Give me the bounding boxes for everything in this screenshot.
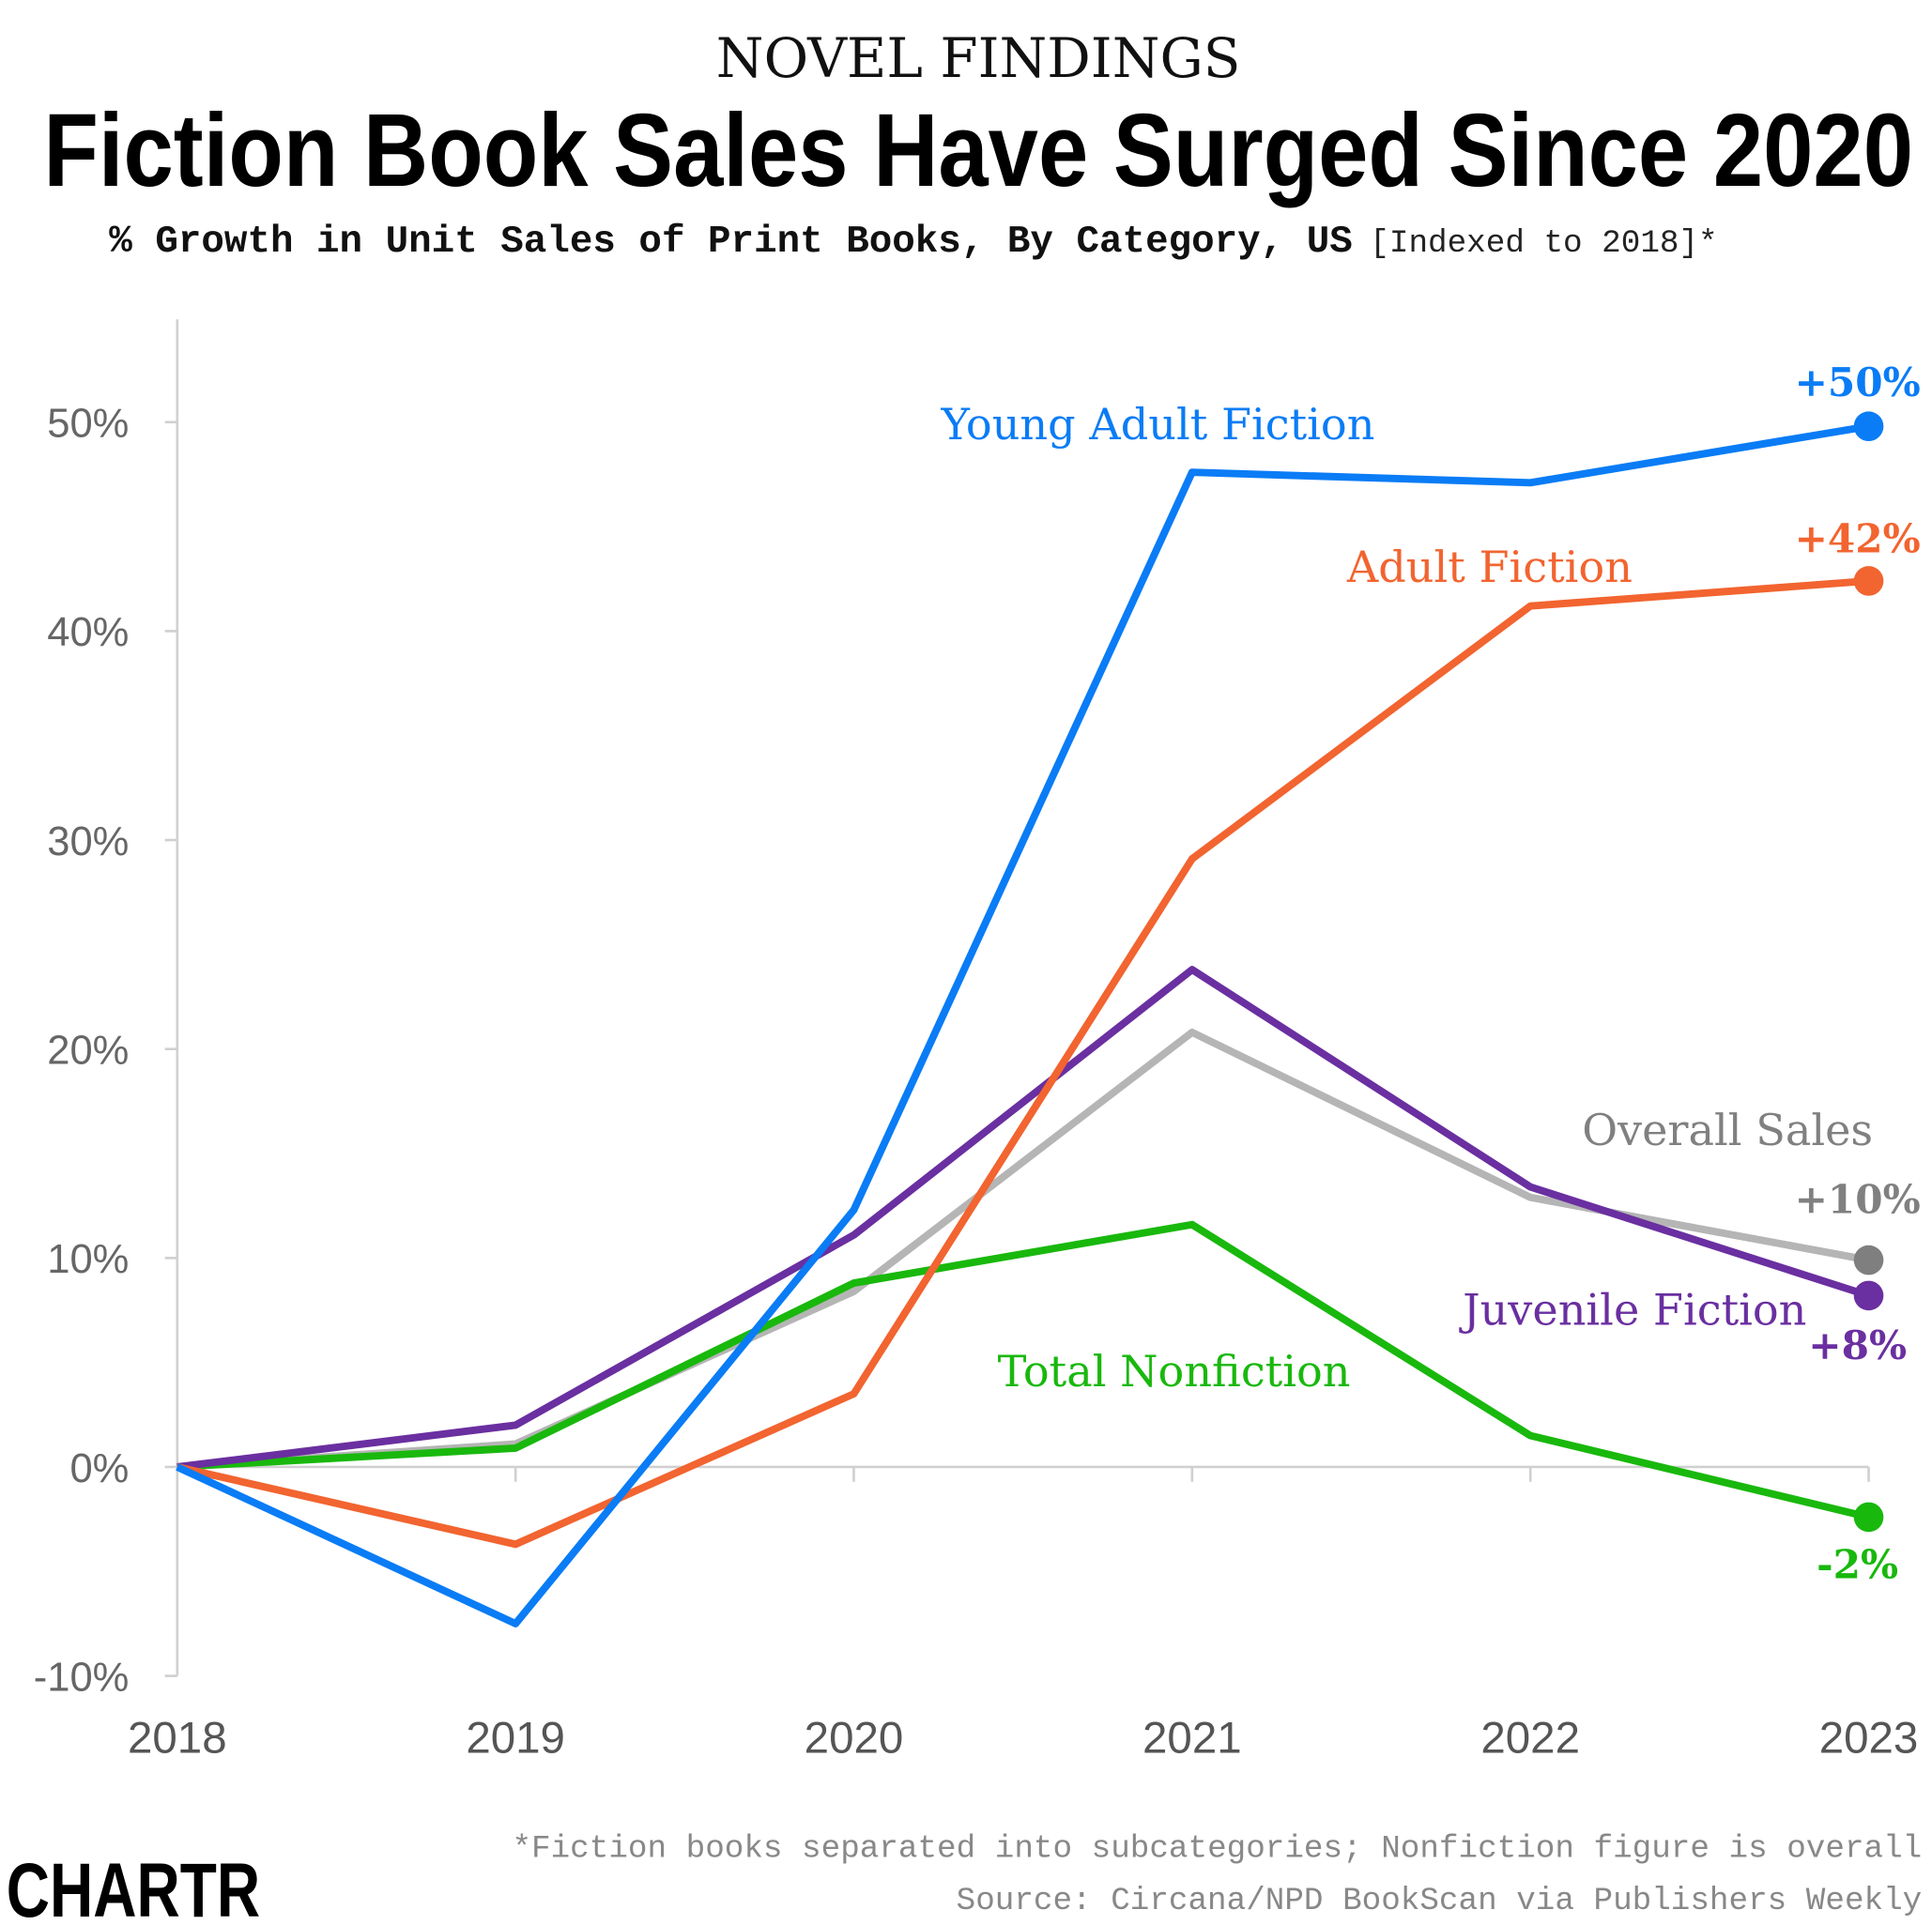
end-label-overall: +10%: [1795, 1176, 1921, 1223]
line-overall-sales: [176, 1028, 1870, 1471]
y-tick-label: 0%: [69, 1446, 129, 1491]
x-tick-label: 2019: [466, 1714, 565, 1764]
axes: -10% 0% 10% 20% 30% 40% 50% 2018 2019 2020 2021 202…: [34, 319, 1919, 1764]
series-label-young-adult: Young Adult Fiction: [940, 399, 1374, 450]
chartr-logo: CHARTR: [7, 1848, 260, 1925]
end-dot-overall-sales: [1853, 1245, 1884, 1276]
subtitle-main: % Growth in Unit Sales of Print Books, B…: [109, 221, 1353, 264]
x-tick-label: 2020: [805, 1714, 904, 1764]
x-tick-label: 2022: [1480, 1714, 1580, 1764]
line-young-adult-fiction: [176, 422, 1870, 1627]
x-tick-label: 2023: [1819, 1714, 1919, 1764]
series-label-overall: Overall Sales: [1582, 1105, 1873, 1155]
y-tick-label: 50%: [47, 402, 129, 447]
end-label-juvenile: +8%: [1808, 1322, 1907, 1368]
line-adult-fiction: [176, 577, 1869, 1549]
series-label-adult: Adult Fiction: [1346, 542, 1633, 592]
x-tick-label: 2018: [128, 1714, 227, 1764]
end-label-nonfiction: -2%: [1817, 1541, 1898, 1588]
line-total-nonfiction: [176, 1220, 1870, 1521]
y-tick-label: -10%: [34, 1655, 130, 1700]
series-lines: [176, 411, 1884, 1627]
y-tick-label: 30%: [47, 819, 129, 864]
series-label-juvenile: Juvenile Fiction: [1459, 1284, 1806, 1335]
end-dot-young-adult-fiction: [1853, 411, 1884, 442]
footnote: *Fiction books separated into subcategor…: [512, 1830, 1922, 1867]
end-dot-total-nonfiction: [1853, 1502, 1884, 1533]
subtitle: % Growth in Unit Sales of Print Books, B…: [109, 221, 1717, 264]
line-juvenile-fiction: [176, 966, 1870, 1471]
y-tick-label: 20%: [47, 1029, 129, 1074]
y-tick-label: 10%: [47, 1237, 129, 1282]
end-dot-adult-fiction: [1853, 566, 1884, 596]
chart-title: Fiction Book Sales Have Surged Since 202…: [43, 93, 1913, 208]
kicker: NOVEL FINDINGS: [716, 26, 1241, 90]
series-label-nonfiction: Total Nonfiction: [998, 1346, 1351, 1397]
source: Source: Circana/NPD BookScan via Publish…: [957, 1883, 1923, 1919]
end-label-young-adult: +50%: [1795, 359, 1921, 405]
end-dot-juvenile-fiction: [1853, 1280, 1884, 1311]
end-label-adult: +42%: [1795, 514, 1921, 561]
y-tick-label: 40%: [47, 610, 129, 655]
x-tick-label: 2021: [1142, 1714, 1242, 1764]
subtitle-note: [Indexed to 2018]*: [1370, 225, 1717, 262]
